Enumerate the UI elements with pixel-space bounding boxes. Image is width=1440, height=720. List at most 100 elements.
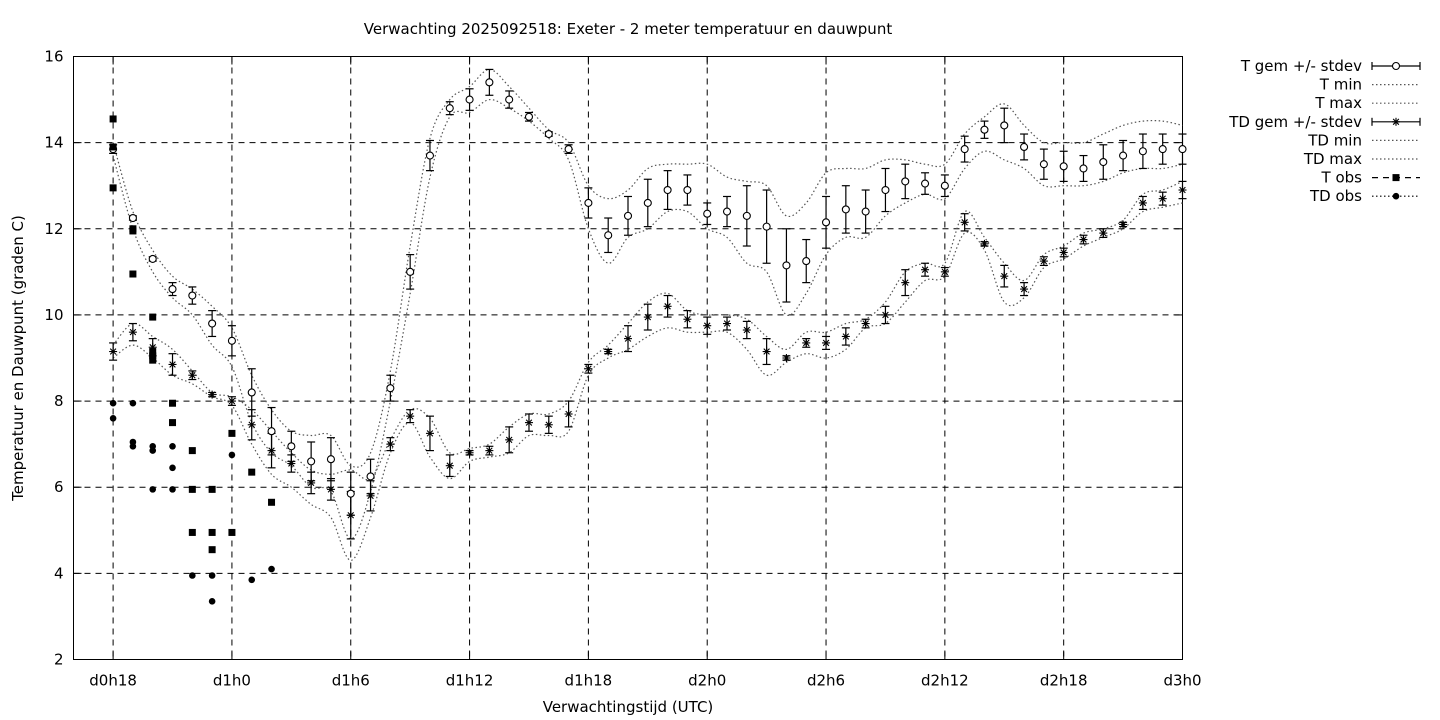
legend-label: T min xyxy=(1319,76,1362,94)
TD-mean-point xyxy=(940,267,949,276)
T-mean-point xyxy=(148,254,157,263)
T-mean-point xyxy=(1158,145,1167,154)
TD-obs-point xyxy=(208,598,216,605)
T-mean-point xyxy=(168,285,177,294)
TD-obs-point xyxy=(169,442,176,450)
error-bars xyxy=(109,68,1187,540)
T-mean-point xyxy=(1099,157,1108,167)
legend-T-marker xyxy=(1391,61,1401,71)
TD-mean-point xyxy=(742,326,751,335)
x-axis-label: Verwachtingstijd (UTC) xyxy=(543,698,714,716)
T-mean-point xyxy=(267,427,276,436)
T-mean-point xyxy=(128,213,137,223)
legend-TD-marker xyxy=(1392,117,1400,126)
legend-TD-obs-marker xyxy=(1392,192,1400,200)
T-mean-point xyxy=(921,179,930,188)
TD-obs-point xyxy=(268,565,275,573)
legend-label: TD gem +/- stdev xyxy=(1228,113,1362,131)
T-mean-point xyxy=(366,472,375,481)
TD-obs-point xyxy=(129,442,137,450)
T-obs-point xyxy=(109,115,117,123)
TD-mean-point xyxy=(188,371,197,380)
TD-mean-point xyxy=(1138,198,1147,207)
TD-mean-point xyxy=(445,461,454,470)
y-tick-label: 16 xyxy=(44,48,63,66)
T-mean-point xyxy=(386,384,395,393)
min-max-bands xyxy=(112,68,1183,562)
TD-mean-point xyxy=(1119,220,1128,229)
T-mean-point xyxy=(980,125,989,134)
TD-mean-point xyxy=(1039,257,1048,266)
T-mean-point xyxy=(742,211,751,220)
T-obs-point xyxy=(208,546,216,554)
T-mean-point xyxy=(623,211,633,220)
TD-mean-point xyxy=(544,420,553,429)
TD-mean-point xyxy=(1020,285,1029,294)
T-mean-point xyxy=(841,205,850,214)
TD-mean-point xyxy=(307,478,316,487)
TD-mean-point xyxy=(425,429,434,438)
T-obs-point xyxy=(149,348,157,356)
T-mean-point xyxy=(505,95,514,104)
TD-mean-point xyxy=(584,364,593,373)
TD-mean-point xyxy=(524,418,533,427)
T-mean-point xyxy=(604,231,613,240)
chart-title: Verwachting 2025092518: Exeter - 2 meter… xyxy=(364,20,893,38)
y-tick-label: 12 xyxy=(44,220,63,238)
T-mean-point xyxy=(940,181,949,190)
x-tick-label: d1h0 xyxy=(213,672,251,690)
TD-min-line xyxy=(112,202,1183,562)
T-obs-point xyxy=(129,270,137,278)
TD-mean-point xyxy=(881,310,890,319)
T-mean-point xyxy=(960,145,969,154)
T-obs-point xyxy=(188,528,196,536)
TD-mean-point xyxy=(168,360,177,369)
grid xyxy=(73,56,1183,660)
T-mean-point xyxy=(564,145,573,154)
TD-obs-point xyxy=(189,486,196,493)
x-tick-label: d2h0 xyxy=(688,672,726,690)
TD-mean-point xyxy=(1000,272,1009,281)
axes: d0h18 d1h0 d1h6 d1h12 d1h18 d2h0 d2h6 d2h12 d2h1… xyxy=(44,48,1201,690)
T-mean-point xyxy=(346,489,355,498)
T-mean-point xyxy=(782,261,791,270)
TD-mean-point xyxy=(1099,229,1108,238)
TD-mean-point xyxy=(782,354,791,362)
T-mean-point xyxy=(584,198,593,207)
TD-mean-point xyxy=(663,302,672,311)
TD-obs-point xyxy=(248,576,256,584)
T-mean-point xyxy=(524,112,534,121)
TD-obs-point xyxy=(169,486,176,493)
T-obs-point xyxy=(169,419,177,427)
T-mean-point xyxy=(821,218,831,227)
TD-mean-point xyxy=(901,278,910,287)
TD-mean-point xyxy=(1178,186,1187,195)
T-mean-point xyxy=(722,207,732,216)
T-mean-point xyxy=(1020,142,1029,151)
T-mean-point xyxy=(1138,147,1147,156)
legend-label: T max xyxy=(1314,94,1362,112)
TD-obs-point xyxy=(149,486,157,493)
TD-obs-point xyxy=(109,415,117,422)
TD-mean-point xyxy=(267,446,276,455)
TD-mean-point xyxy=(505,435,514,444)
TD-mean-point xyxy=(723,319,732,328)
T-obs-point xyxy=(268,498,276,506)
y-tick-label: 2 xyxy=(54,651,64,669)
y-tick-label: 4 xyxy=(54,564,64,582)
TD-obs-point xyxy=(109,399,117,407)
TD-mean-point xyxy=(980,239,989,248)
T-mean-point xyxy=(802,257,811,266)
TD-obs-point xyxy=(208,572,216,579)
T-obs-point xyxy=(169,399,177,407)
T-mean-point xyxy=(208,319,217,328)
x-tick-label: d1h12 xyxy=(446,672,494,690)
T-mean-point xyxy=(425,151,435,160)
y-tick-label: 10 xyxy=(44,306,63,324)
TD-obs-point xyxy=(208,486,216,493)
T-obs-point xyxy=(188,447,196,455)
TD-mean-point xyxy=(762,347,771,356)
T-mean-point xyxy=(861,207,870,216)
T-mean-point xyxy=(683,185,692,195)
